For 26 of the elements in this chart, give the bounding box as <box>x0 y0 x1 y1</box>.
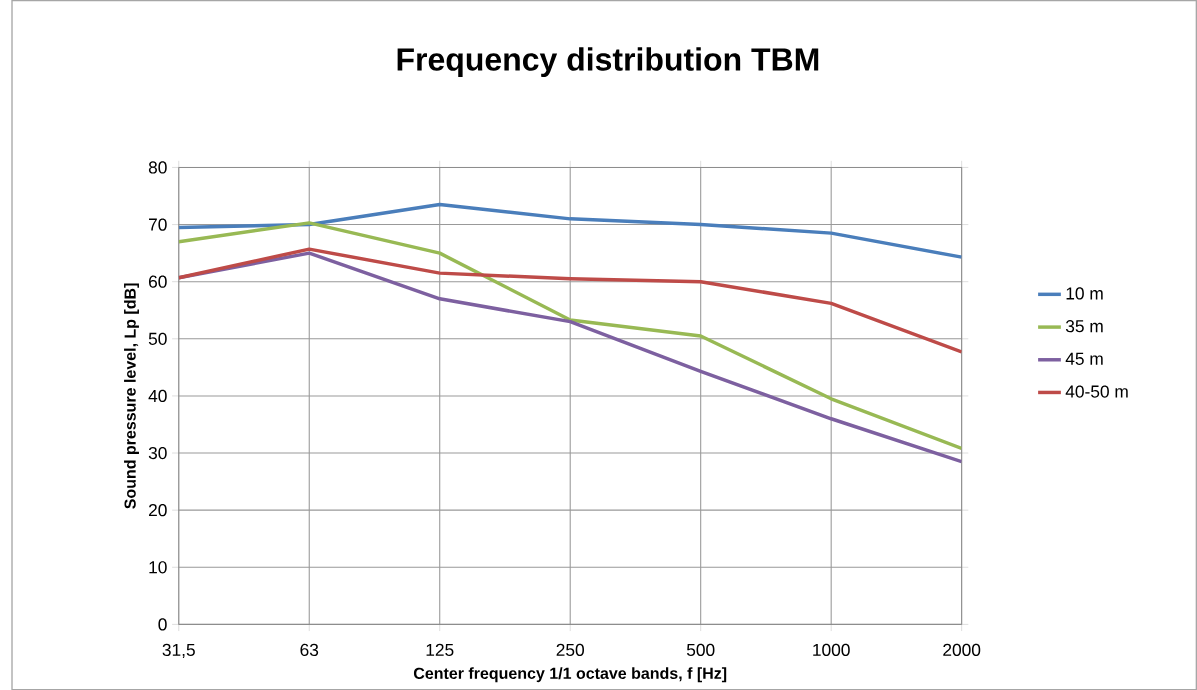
x-tick-label: 500 <box>686 643 715 656</box>
y-tick-label: 0 <box>158 618 167 631</box>
legend-label: 45 m <box>1065 352 1103 365</box>
legend-label: 10 m <box>1066 287 1103 300</box>
y-tick-label: 20 <box>148 503 167 517</box>
y-tick-label: 80 <box>148 161 167 174</box>
x-tick-label: 2000 <box>943 643 981 656</box>
x-tick-label: 63 <box>300 643 319 656</box>
y-tick-label: 50 <box>148 332 167 345</box>
x-tick-label: 125 <box>426 643 454 656</box>
x-tick-label: 250 <box>556 643 584 656</box>
line-series <box>178 202 962 259</box>
line-series <box>178 247 962 354</box>
y-tick-label: 10 <box>149 561 167 574</box>
line-series <box>178 221 962 451</box>
x-axis-title: Center frequency 1/1 octave bands, f [Hz] <box>413 667 727 683</box>
legend-label: 35 m <box>1065 319 1103 333</box>
y-tick-label: 40 <box>148 389 167 402</box>
y-tick-label: 30 <box>148 446 167 460</box>
y-tick-label: 60 <box>148 275 167 288</box>
x-tick-label: 1000 <box>813 643 850 656</box>
legend-label: 40-50 m <box>1065 385 1128 398</box>
chart-title: Frequency distribution TBM <box>397 47 819 77</box>
y-axis-title: Sound pressure level, Lp [dB] <box>124 283 139 509</box>
x-tick-label: 31,5 <box>162 643 195 658</box>
y-tick-label: 70 <box>149 218 167 231</box>
